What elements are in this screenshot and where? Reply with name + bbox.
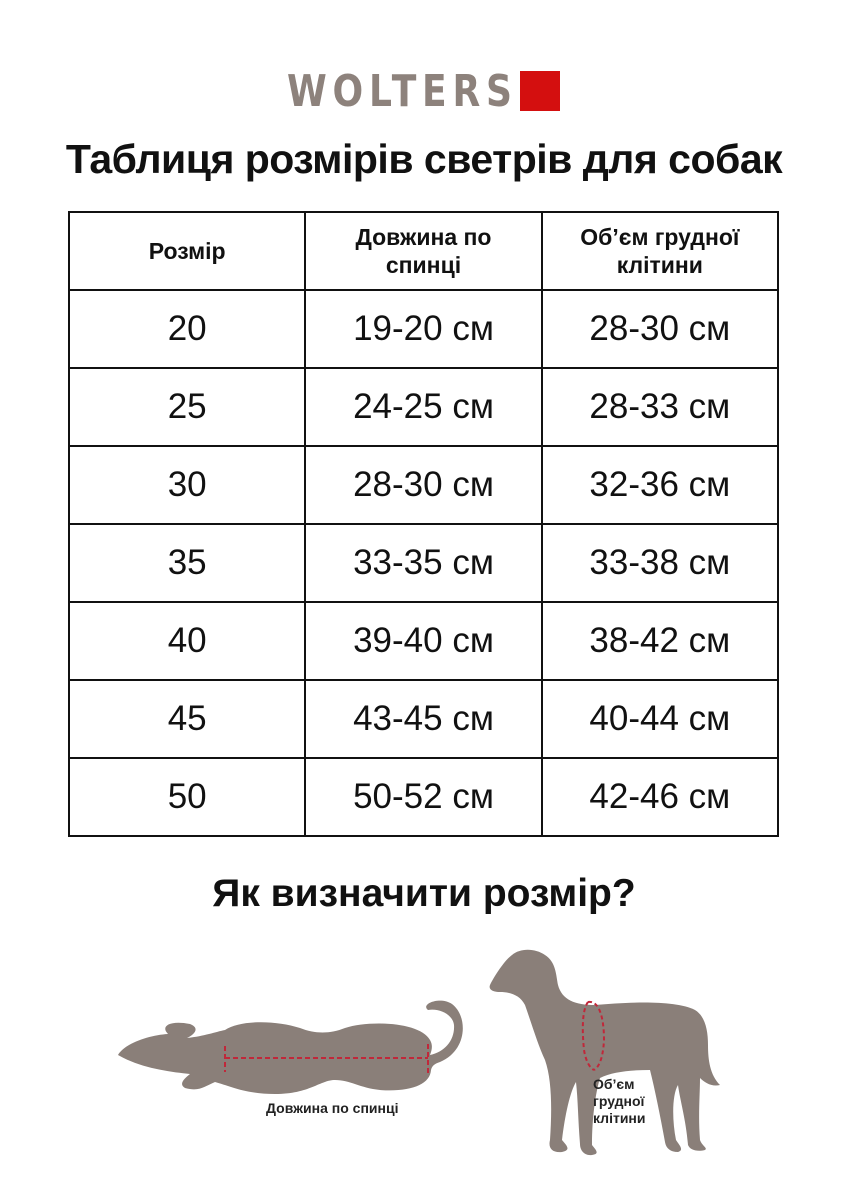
- page-title: Таблиця розмірів светрів для собак: [65, 136, 783, 182]
- table-row: 35 33-35 см 33-38 см: [67, 523, 780, 603]
- logo-red-square: [520, 71, 560, 111]
- cell-size: 30: [67, 445, 307, 525]
- cell-chest: 28-30 см: [540, 289, 780, 369]
- cell-back-length: 24-25 см: [304, 367, 543, 447]
- wolters-logo: WOLTERS: [287, 65, 568, 117]
- back-length-measure-line: [224, 1044, 429, 1074]
- cell-chest: 33-38 см: [540, 523, 780, 603]
- table-row: 50 50-52 см 42-46 см: [67, 757, 780, 837]
- cell-back-length: 19-20 см: [304, 289, 543, 369]
- lying-dog-silhouette: [118, 1000, 463, 1094]
- cell-size: 35: [67, 523, 307, 603]
- back-length-caption: Довжина по спинці: [266, 1100, 399, 1116]
- header-size: Розмір: [67, 211, 307, 291]
- cell-back-length: 50-52 см: [304, 757, 543, 837]
- header-back-length: Довжина по спинці: [304, 211, 543, 291]
- size-table: Розмір Довжина по спинці Об’єм грудної к…: [67, 211, 780, 837]
- header-chest: Об’єм грудної клітини: [540, 211, 780, 291]
- cell-back-length: 33-35 см: [304, 523, 543, 603]
- logo-text: WOLTERS: [287, 65, 518, 117]
- cell-size: 20: [67, 289, 307, 369]
- cell-size: 25: [67, 367, 307, 447]
- cell-back-length: 43-45 см: [304, 679, 543, 759]
- cell-chest: 28-33 см: [540, 367, 780, 447]
- table-header-row: Розмір Довжина по спинці Об’єм грудної к…: [67, 211, 780, 291]
- cell-back-length: 28-30 см: [304, 445, 543, 525]
- table-row: 25 24-25 см 28-33 см: [67, 367, 780, 447]
- table-row: 40 39-40 см 38-42 см: [67, 601, 780, 681]
- cell-size: 40: [67, 601, 307, 681]
- cell-chest: 38-42 см: [540, 601, 780, 681]
- cell-chest: 32-36 см: [540, 445, 780, 525]
- table-row: 20 19-20 см 28-30 см: [67, 289, 780, 369]
- cell-size: 50: [67, 757, 307, 837]
- how-to-title: Як визначити розмір?: [212, 872, 636, 915]
- chest-measure-line: [581, 1000, 606, 1071]
- table-row: 30 28-30 см 32-36 см: [67, 445, 780, 525]
- cell-chest: 42-46 см: [540, 757, 780, 837]
- chest-caption: Об’єм грудної клітини: [593, 1076, 646, 1126]
- cell-size: 45: [67, 679, 307, 759]
- standing-dog-silhouette: [489, 949, 720, 1156]
- cell-back-length: 39-40 см: [304, 601, 543, 681]
- cell-chest: 40-44 см: [540, 679, 780, 759]
- table-row: 45 43-45 см 40-44 см: [67, 679, 780, 759]
